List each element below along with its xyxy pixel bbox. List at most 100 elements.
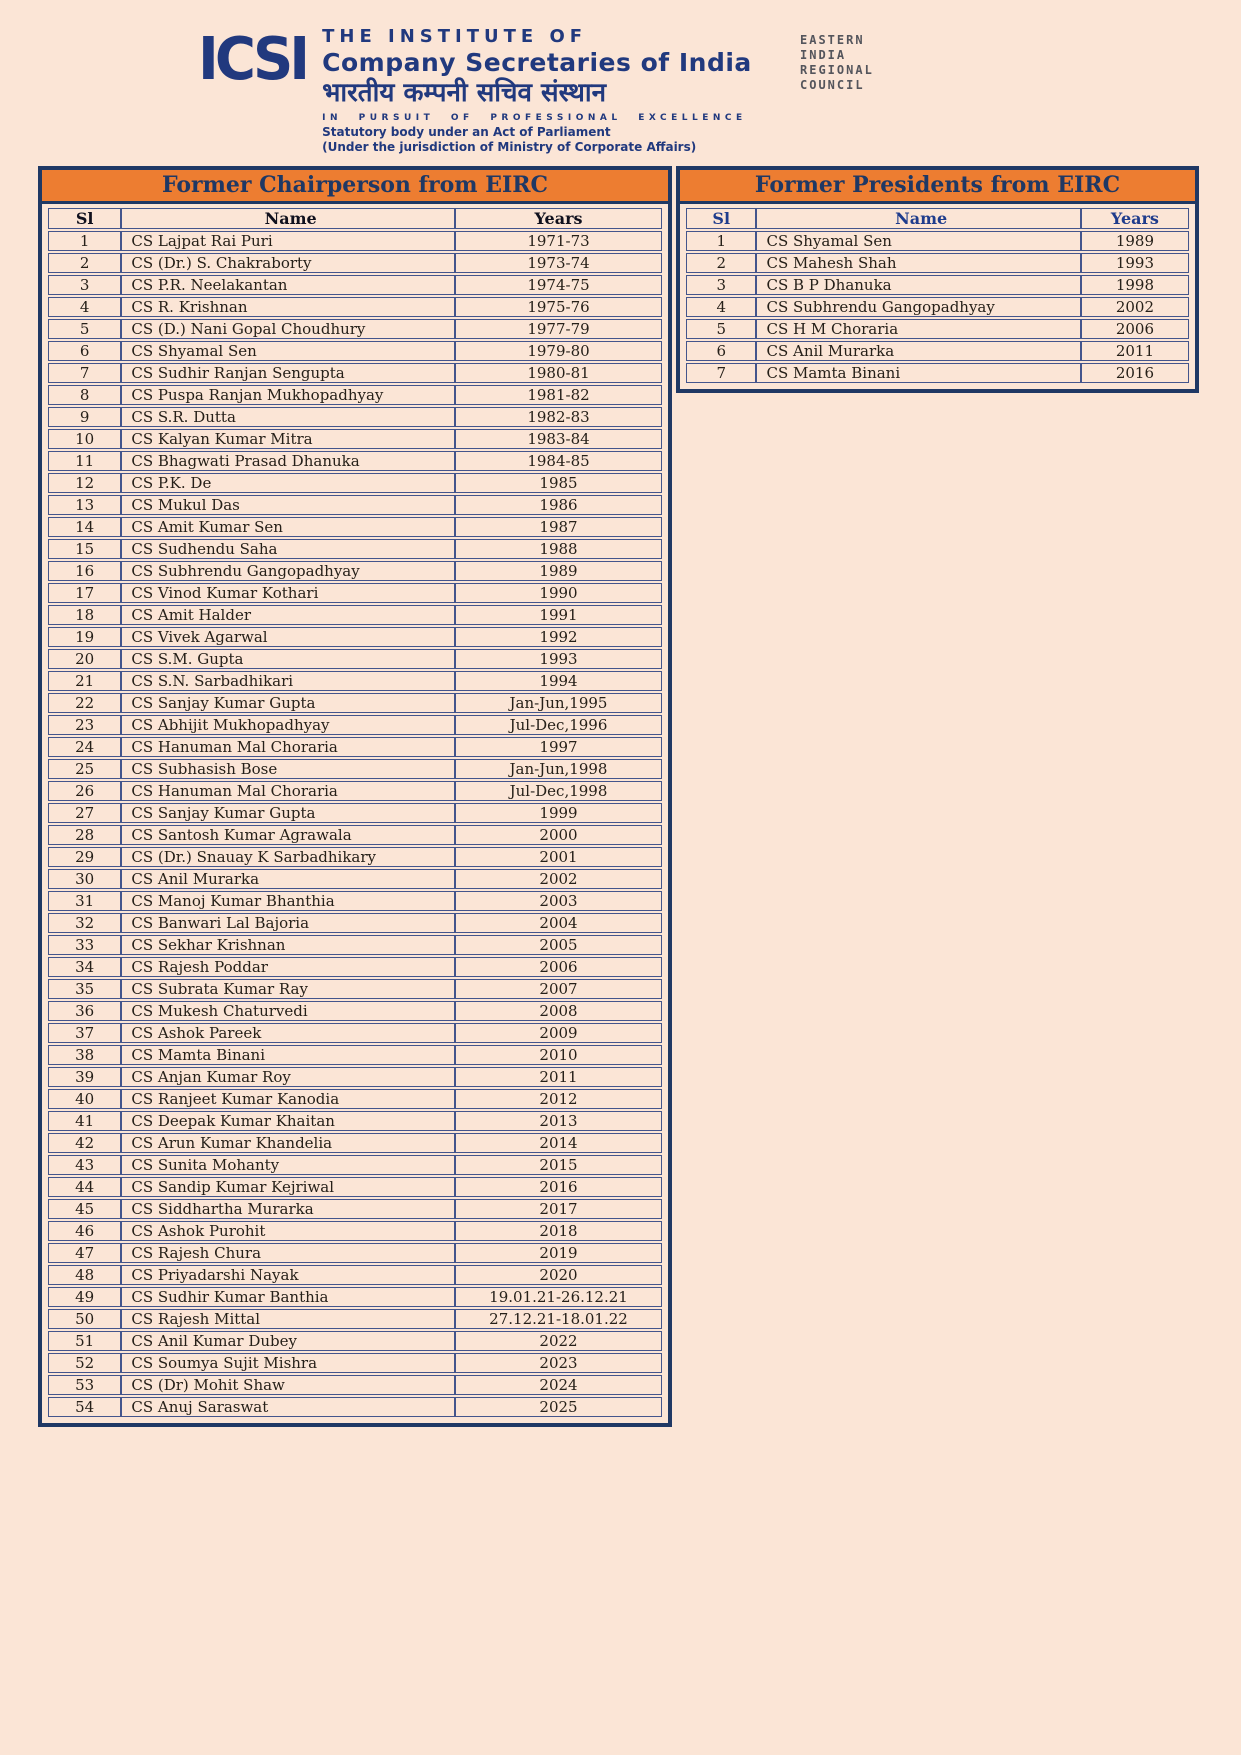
row-sl: 43	[48, 1155, 122, 1175]
row-sl: 40	[48, 1089, 122, 1109]
row-name: CS B P Dhanuka	[756, 275, 1081, 295]
row-years: 2016	[1080, 363, 1189, 383]
table-row: 24 CS Hanuman Mal Choraria 1997	[48, 737, 662, 757]
row-years: 1999	[455, 803, 662, 823]
row-name: CS Sanjay Kumar Gupta	[121, 693, 456, 713]
row-years: 1993	[1080, 253, 1189, 273]
row-sl: 18	[48, 605, 122, 625]
org-name-line2: Company Secretaries of India	[322, 48, 752, 77]
row-name: CS Vinod Kumar Kothari	[121, 583, 456, 603]
row-years: 1997	[455, 737, 662, 757]
row-name: CS (Dr.) S. Chakraborty	[121, 253, 456, 273]
row-years: Jan-Jun,1995	[455, 693, 662, 713]
header-row: Sl Name Years	[48, 208, 662, 229]
row-name: CS Sanjay Kumar Gupta	[121, 803, 456, 823]
row-name: CS S.M. Gupta	[121, 649, 456, 669]
column-header-years: Years	[455, 208, 662, 229]
row-sl: 20	[48, 649, 122, 669]
row-years: 1992	[455, 627, 662, 647]
table-row: 26 CS Hanuman Mal Choraria Jul-Dec,1998	[48, 781, 662, 801]
row-years: 1974-75	[455, 275, 662, 295]
row-sl: 1	[686, 231, 757, 251]
row-sl: 10	[48, 429, 122, 449]
row-years: 1982-83	[455, 407, 662, 427]
org-name-hindi: भारतीय कम्पनी सचिव संस्थान	[322, 78, 606, 108]
row-name: CS P.R. Neelakantan	[121, 275, 456, 295]
row-sl: 49	[48, 1287, 122, 1307]
row-name: CS Ashok Purohit	[121, 1221, 456, 1241]
column-header-years: Years	[1080, 208, 1189, 229]
row-name: CS Subhasish Bose	[121, 759, 456, 779]
table-row: 47 CS Rajesh Chura 2019	[48, 1243, 662, 1263]
row-name: CS Bhagwati Prasad Dhanuka	[121, 451, 456, 471]
table-row: 25 CS Subhasish Bose Jan-Jun,1998	[48, 759, 662, 779]
row-years: 2007	[455, 979, 662, 999]
row-years: 2022	[455, 1331, 662, 1351]
row-name: CS Puspa Ranjan Mukhopadhyay	[121, 385, 456, 405]
row-sl: 15	[48, 539, 122, 559]
row-sl: 50	[48, 1309, 122, 1329]
row-years: 27.12.21-18.01.22	[455, 1309, 662, 1329]
row-years: 2010	[455, 1045, 662, 1065]
table-row: 3 CS P.R. Neelakantan 1974-75	[48, 275, 662, 295]
row-sl: 54	[48, 1397, 122, 1417]
table-row: 31 CS Manoj Kumar Bhanthia 2003	[48, 891, 662, 911]
row-years: 2005	[455, 935, 662, 955]
row-years: 1981-82	[455, 385, 662, 405]
row-name: CS Lajpat Rai Puri	[121, 231, 456, 251]
row-years: 2014	[455, 1133, 662, 1153]
table-row: 41 CS Deepak Kumar Khaitan 2013	[48, 1111, 662, 1131]
row-years: 1985	[455, 473, 662, 493]
row-years: 1979-80	[455, 341, 662, 361]
row-name: CS Abhijit Mukhopadhyay	[121, 715, 456, 735]
row-name: CS Anil Murarka	[121, 869, 456, 889]
row-sl: 6	[686, 341, 757, 361]
presidents-table-body: Sl Name Years 1 CS Shyamal Sen 1989 2 CS Mah…	[680, 204, 1195, 389]
table-row: 49 CS Sudhir Kumar Banthia 19.01.21-26.12.…	[48, 1287, 662, 1307]
row-years: 2004	[455, 913, 662, 933]
row-name: CS Vivek Agarwal	[121, 627, 456, 647]
chairpersons-table-title: Former Chairperson from EIRC	[42, 170, 668, 204]
row-sl: 3	[48, 275, 122, 295]
presidents-table-title: Former Presidents from EIRC	[680, 170, 1195, 204]
council-line: EASTERN	[800, 33, 865, 47]
table-row: 2 CS (Dr.) S. Chakraborty 1973-74	[48, 253, 662, 273]
table-row: 12 CS P.K. De 1985	[48, 473, 662, 493]
row-years: 2017	[455, 1199, 662, 1219]
row-sl: 45	[48, 1199, 122, 1219]
row-sl: 9	[48, 407, 122, 427]
row-years: 2002	[455, 869, 662, 889]
table-row: 51 CS Anil Kumar Dubey 2022	[48, 1331, 662, 1351]
table-row: 14 CS Amit Kumar Sen 1987	[48, 517, 662, 537]
table-row: 22 CS Sanjay Kumar Gupta Jan-Jun,1995	[48, 693, 662, 713]
table-row: 16 CS Subhrendu Gangopadhyay 1989	[48, 561, 662, 581]
table-row: 1 CS Lajpat Rai Puri 1971-73	[48, 231, 662, 251]
row-years: 1980-81	[455, 363, 662, 383]
table-row: 18 CS Amit Halder 1991	[48, 605, 662, 625]
row-name: CS Soumya Sujit Mishra	[121, 1353, 456, 1373]
column-header-name: Name	[121, 208, 456, 229]
row-years: 2024	[455, 1375, 662, 1395]
row-years: Jul-Dec,1998	[455, 781, 662, 801]
row-years: 1983-84	[455, 429, 662, 449]
header-row: Sl Name Years	[686, 208, 1189, 229]
row-sl: 6	[48, 341, 122, 361]
council-line: REGIONAL	[800, 63, 874, 77]
row-sl: 25	[48, 759, 122, 779]
row-name: CS Sandip Kumar Kejriwal	[121, 1177, 456, 1197]
row-years: 2013	[455, 1111, 662, 1131]
row-name: CS (Dr.) Snauay K Sarbadhikary	[121, 847, 456, 867]
row-sl: 13	[48, 495, 122, 515]
row-years: 1971-73	[455, 231, 662, 251]
row-name: CS Rajesh Chura	[121, 1243, 456, 1263]
org-name-line1: THE INSTITUTE OF	[322, 26, 588, 47]
row-name: CS Anil Murarka	[756, 341, 1081, 361]
table-row: 32 CS Banwari Lal Bajoria 2004	[48, 913, 662, 933]
chairpersons-table-body: Sl Name Years 1 CS Lajpat Rai Puri 1971-73…	[42, 204, 668, 1423]
row-name: CS Hanuman Mal Choraria	[121, 781, 456, 801]
row-years: 2020	[455, 1265, 662, 1285]
table-row: 15 CS Sudhendu Saha 1988	[48, 539, 662, 559]
table-row: 2 CS Mahesh Shah 1993	[686, 253, 1189, 273]
table-row: 43 CS Sunita Mohanty 2015	[48, 1155, 662, 1175]
